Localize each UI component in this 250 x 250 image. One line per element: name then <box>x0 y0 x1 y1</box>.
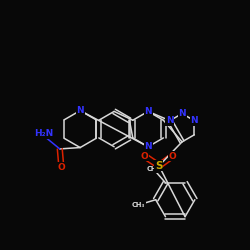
Text: CH₃: CH₃ <box>132 202 145 208</box>
Text: N: N <box>144 107 152 116</box>
Text: O: O <box>168 152 176 161</box>
Text: O: O <box>141 152 149 161</box>
Text: H₂N: H₂N <box>34 129 53 138</box>
Text: N: N <box>190 116 198 125</box>
Text: N: N <box>144 142 152 151</box>
Text: O: O <box>57 163 65 172</box>
Text: N: N <box>166 116 174 125</box>
Text: CH₃: CH₃ <box>147 166 160 172</box>
Text: N: N <box>178 109 186 118</box>
Text: N: N <box>76 106 84 115</box>
Text: S: S <box>155 161 163 171</box>
